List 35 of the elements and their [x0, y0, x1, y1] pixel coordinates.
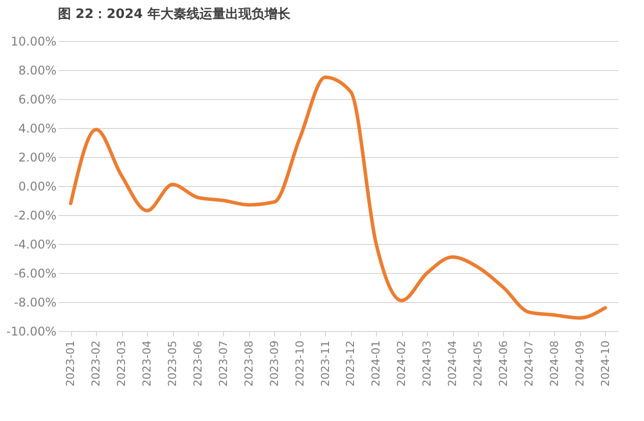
x-tick-label: 2024-06: [496, 340, 510, 386]
x-tick-label: 2023-03: [115, 340, 128, 386]
y-tick-label: -4.00%: [14, 238, 56, 252]
y-tick-label: -8.00%: [14, 296, 56, 310]
x-tick-label: 2023-10: [293, 340, 306, 386]
x-tick-label: 2023-08: [242, 340, 256, 386]
x-tick-label: 2023-07: [216, 340, 230, 386]
y-tick-label: 6.00%: [18, 92, 56, 106]
x-tick-label: 2023-06: [192, 340, 204, 386]
line-series: [68, 76, 608, 320]
x-tick-label: 2024-07: [522, 340, 536, 386]
x-tick-label: 2024-04: [446, 340, 460, 386]
y-tick-label: 0.00%: [18, 180, 56, 194]
x-tick-label: 2023-11: [318, 340, 332, 386]
x-tick-label: 2023-01: [64, 340, 78, 386]
x-tick-label: 2023-05: [166, 340, 180, 386]
x-tick-label: 2024-09: [573, 340, 586, 386]
y-tick-label: 8.00%: [18, 64, 56, 78]
y-tick-label: 10.00%: [10, 34, 56, 48]
x-tick-label: 2024-03: [420, 340, 434, 386]
chart-title: 图 22：2024 年大秦线运量出现负增长: [58, 6, 292, 22]
x-tick-label: 2024-01: [370, 340, 383, 386]
x-tick-label: 2023-02: [90, 340, 103, 386]
y-tick-label: -6.00%: [14, 266, 56, 280]
x-tick-label: 2023-12: [344, 340, 358, 386]
x-tick-label: 2024-08: [548, 340, 561, 386]
y-tick-label: -10.00%: [6, 324, 56, 338]
x-tick-label: 2023-09: [268, 340, 281, 386]
x-tick-label: 2024-02: [395, 340, 408, 386]
x-tick-label: 2023-04: [140, 340, 154, 386]
x-tick-label: 2024-05: [472, 340, 484, 386]
y-tick-label: 4.00%: [18, 122, 56, 136]
y-tick-label: -2.00%: [14, 208, 56, 222]
y-tick-label: 2.00%: [18, 150, 56, 164]
x-tick-label: 2024-10: [598, 340, 612, 386]
